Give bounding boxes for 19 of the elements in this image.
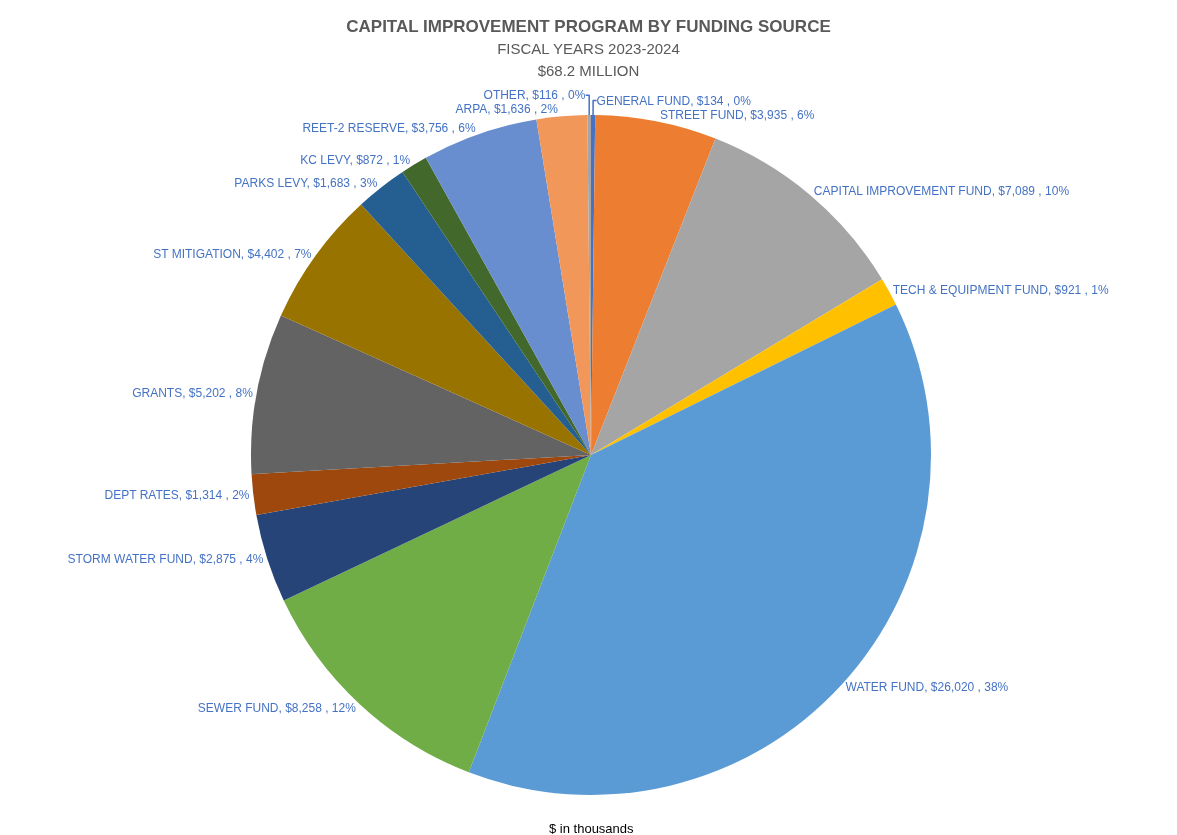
slice-label: OTHER, $116 , 0% (483, 88, 586, 103)
slice-label: STORM WATER FUND, $2,875 , 4% (67, 552, 264, 567)
text: $ in thousands (549, 821, 635, 835)
slice-label: DEPT RATES, $1,314 , 2% (104, 487, 250, 502)
slice-label: STREET FUND, $3,935 , 6% (659, 107, 815, 122)
slice-label: KC LEVY, $872 , 1% (300, 152, 411, 167)
chart-subtitle: FISCAL YEARS 2023-2024 (497, 40, 680, 58)
slice-label: WATER FUND, $26,020 , 38% (845, 680, 1009, 695)
slice-label: REET-2 RESERVE, $3,756 , 6% (302, 120, 476, 135)
slice-label: ST MITIGATION, $4,402 , 7% (153, 246, 312, 261)
slice-label: TECH & EQUIPMENT FUND, $921 , 1% (892, 283, 1109, 298)
text: $68.2 MILLION (537, 62, 640, 80)
slice-label: ARPA, $1,636 , 2% (455, 102, 559, 117)
slice-label: GENERAL FUND, $134 , 0% (596, 93, 752, 108)
chart-title: CAPITAL IMPROVEMENT PROGRAM BY FUNDING SOURCE (346, 17, 831, 36)
slice-label: SEWER FUND, $8,258 , 12% (197, 700, 357, 715)
slice-label: PARKS LEVY, $1,683 , 3% (234, 176, 378, 191)
slice-label: GRANTS, $5,202 , 8% (132, 385, 254, 400)
slice-label: CAPITAL IMPROVEMENT FUND, $7,089 , 10% (813, 184, 1070, 199)
